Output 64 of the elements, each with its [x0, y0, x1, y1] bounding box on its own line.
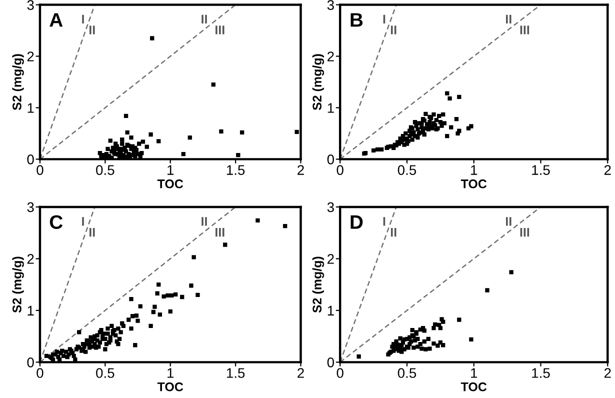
annotation: II — [202, 14, 207, 24]
annotation: III — [520, 228, 530, 237]
y-tick-label: 1 — [328, 103, 334, 113]
annotation: III — [520, 26, 530, 34]
y-tick-label: 0 — [327, 358, 334, 368]
annotation: III — [216, 228, 224, 237]
y-tick-label: 1 — [28, 103, 34, 113]
annotation: II — [506, 14, 512, 24]
chart-title: C — [50, 215, 63, 230]
y-tick-label: 3 — [327, 202, 334, 212]
annotation: II — [506, 217, 512, 226]
chart-title: A — [50, 13, 63, 27]
annotation: I — [82, 14, 84, 24]
x-tick-label: 1 — [471, 368, 478, 378]
x-tick-label: 0 — [336, 165, 344, 175]
y-tick-label: 3 — [27, 0, 34, 10]
y-axis-title: S2 (mg/g) — [12, 54, 24, 110]
x-tick-label: 0.5 — [398, 165, 416, 175]
x-axis-title: TOC — [460, 179, 487, 188]
annotation: II — [89, 228, 95, 237]
x-tick-label: 0.5 — [96, 165, 114, 175]
y-tick-label: 1 — [328, 306, 334, 316]
annotation: I — [82, 217, 84, 226]
y-tick-label: 2 — [27, 52, 34, 62]
x-tick-label: 1 — [168, 165, 174, 175]
y-axis-title: S2 (mg/g) — [12, 256, 24, 313]
x-tick-label: 0 — [336, 368, 344, 378]
y-tick-label: 3 — [27, 202, 34, 212]
x-tick-label: 1 — [168, 368, 174, 378]
annotation: II — [390, 26, 396, 34]
y-tick-label: 0 — [327, 154, 334, 164]
chart-title: D — [350, 215, 363, 229]
x-tick-label: 2 — [604, 165, 611, 175]
annotation: I — [383, 217, 386, 226]
y-tick-label: 0 — [27, 358, 34, 368]
x-tick-label: 0.5 — [398, 368, 416, 378]
x-tick-label: 0 — [36, 368, 44, 378]
y-tick-label: 2 — [328, 254, 334, 264]
x-axis-title: TOC — [157, 179, 184, 188]
x-tick-label: 1.5 — [532, 368, 550, 378]
x-tick-label: 2 — [604, 368, 611, 378]
annotation: II — [390, 228, 396, 237]
y-tick-label: 3 — [327, 0, 334, 10]
annotation: I — [383, 14, 386, 24]
x-tick-label: 1.5 — [226, 165, 245, 175]
y-axis-title: S2 (mg/g) — [312, 256, 324, 313]
chart-title: B — [350, 13, 363, 27]
x-tick-label: 2 — [298, 165, 304, 175]
x-tick-label: 2 — [298, 368, 304, 378]
x-tick-label: 1 — [471, 165, 478, 175]
x-tick-label: 1.5 — [226, 368, 245, 378]
x-tick-label: 0 — [36, 165, 44, 175]
x-tick-label: 0.5 — [96, 368, 114, 378]
annotation: II — [89, 26, 95, 34]
x-axis-title: TOC — [157, 382, 184, 392]
y-tick-label: 0 — [27, 154, 34, 164]
y-tick-label: 2 — [27, 254, 34, 264]
annotation: II — [202, 217, 207, 226]
y-axis-title: S2 (mg/g) — [312, 54, 324, 110]
x-tick-label: 1.5 — [532, 165, 550, 175]
y-tick-label: 1 — [28, 306, 34, 316]
annotation: III — [216, 26, 224, 34]
x-axis-title: TOC — [460, 382, 487, 392]
y-tick-label: 2 — [328, 52, 334, 62]
